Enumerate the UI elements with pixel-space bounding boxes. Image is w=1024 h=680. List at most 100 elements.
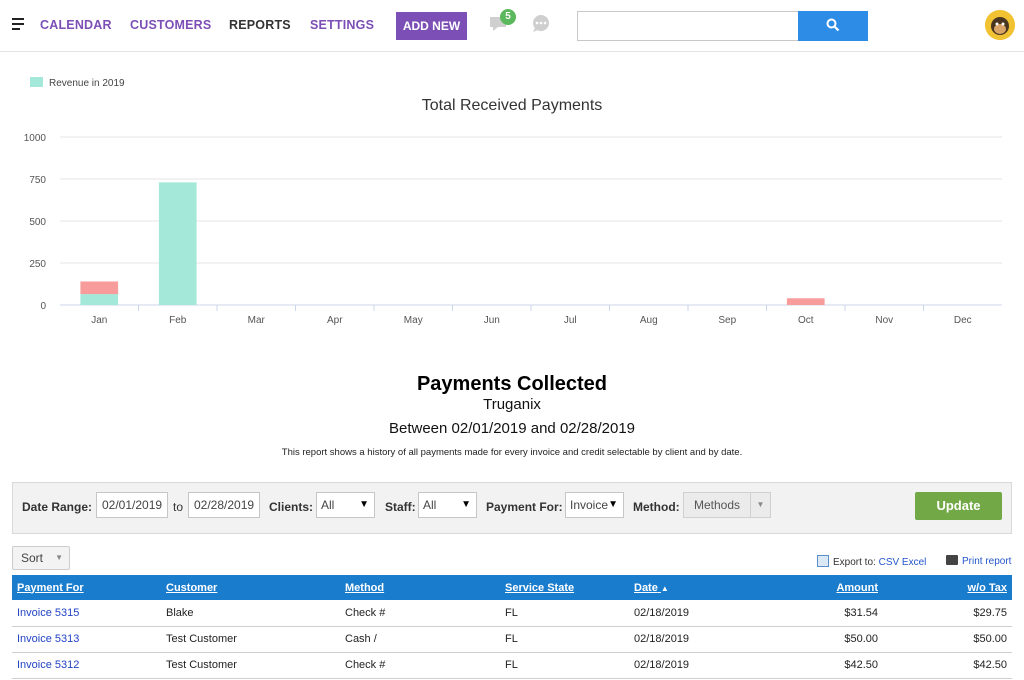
sort-label: Sort xyxy=(21,551,44,565)
payment-for-cell[interactable]: Invoice 5312 xyxy=(12,652,161,679)
monkey-avatar-icon xyxy=(985,10,1015,40)
service-state-cell: FL xyxy=(500,652,629,679)
report-date-range: Between 02/01/2019 and 02/28/2019 xyxy=(388,420,636,437)
table-row: Invoice 5315 Blake Check # FL 02/18/2019… xyxy=(12,600,1012,627)
staff-value: All xyxy=(423,498,437,512)
service-state-cell: FL xyxy=(500,600,629,627)
menu-icon[interactable] xyxy=(12,18,24,30)
x-tick-label: Nov xyxy=(875,315,893,326)
bar xyxy=(158,182,197,305)
invoice-link[interactable]: Invoice 5313 xyxy=(17,633,80,645)
method-select[interactable]: Methods ▼ xyxy=(683,492,771,518)
header-payment-for[interactable]: Payment For xyxy=(12,575,161,600)
chevron-down-icon: ▼ xyxy=(750,493,770,517)
top-navigation: CALENDAR CUSTOMERS REPORTS SETTINGS ADD … xyxy=(0,0,1024,52)
export-area: Export to: CSV Excel xyxy=(817,555,926,568)
nav-settings[interactable]: SETTINGS xyxy=(310,18,375,32)
y-tick-label: 1000 xyxy=(24,133,47,144)
excel-icon xyxy=(817,555,829,567)
sort-dropdown[interactable]: Sort ▼ xyxy=(12,546,70,570)
to-label: to xyxy=(173,500,184,514)
printer-icon xyxy=(946,555,958,565)
header-service-state[interactable]: Service State xyxy=(500,575,629,600)
header-method[interactable]: Method xyxy=(340,575,500,600)
clients-label: Clients: xyxy=(269,500,314,514)
date-to-input[interactable] xyxy=(188,492,260,518)
nav-reports[interactable]: REPORTS xyxy=(229,18,291,32)
report-description: This report shows a history of all payme… xyxy=(281,447,743,458)
search-button[interactable] xyxy=(798,11,868,41)
print-report-link[interactable]: Print report xyxy=(946,555,1011,567)
export-csv-excel-link[interactable]: CSV Excel xyxy=(878,557,927,568)
x-tick-label: Feb xyxy=(169,315,187,326)
message-dots-icon[interactable] xyxy=(531,15,551,33)
payment-for-select[interactable]: Invoice ▼ xyxy=(565,492,624,518)
x-tick-label: May xyxy=(404,315,423,326)
date-range-label: Date Range: xyxy=(22,500,93,514)
y-tick-label: 750 xyxy=(29,175,46,186)
x-tick-label: Oct xyxy=(798,315,814,326)
avatar[interactable] xyxy=(985,10,1015,40)
update-button[interactable]: Update xyxy=(915,492,1002,520)
chart-legend[interactable]: Revenue in 2019 xyxy=(30,77,125,89)
x-tick-label: Apr xyxy=(327,315,343,326)
y-tick-label: 0 xyxy=(40,301,46,312)
payment-for-label: Payment For: xyxy=(486,500,563,514)
chevron-down-icon: ▼ xyxy=(608,499,618,510)
search-icon xyxy=(826,18,840,31)
clients-select[interactable]: All ▼ xyxy=(316,492,375,518)
payments-table: Payment For Customer Method Service Stat… xyxy=(12,575,1012,679)
method-value: Methods xyxy=(694,498,741,512)
legend-swatch xyxy=(30,77,43,87)
method-cell: Cash / xyxy=(340,626,500,653)
bar xyxy=(80,281,119,295)
date-cell: 02/18/2019 xyxy=(629,626,769,653)
without-tax-cell: $29.75 xyxy=(883,600,1012,627)
header-customer[interactable]: Customer xyxy=(161,575,340,600)
print-label: Print report xyxy=(962,556,1012,567)
customer-cell: Test Customer xyxy=(161,652,340,679)
date-cell: 02/18/2019 xyxy=(629,600,769,627)
search-input[interactable] xyxy=(577,11,799,41)
date-from-input[interactable] xyxy=(96,492,168,518)
header-date-label: Date xyxy=(634,581,658,594)
nav-customers[interactable]: CUSTOMERS xyxy=(130,18,212,32)
x-tick-label: Jun xyxy=(484,315,500,326)
customer-cell: Test Customer xyxy=(161,626,340,653)
nav-calendar[interactable]: CALENDAR xyxy=(40,18,112,32)
without-tax-cell: $50.00 xyxy=(883,626,1012,653)
x-tick-label: Dec xyxy=(954,315,972,326)
bar xyxy=(80,294,119,305)
header-date[interactable]: Date ▲ xyxy=(629,575,769,600)
notification-badge: 5 xyxy=(500,9,516,25)
invoice-link[interactable]: Invoice 5312 xyxy=(17,659,80,671)
x-tick-label: Sep xyxy=(718,315,736,326)
x-tick-label: Jul xyxy=(564,315,577,326)
sort-ascending-icon: ▲ xyxy=(660,583,669,593)
staff-select[interactable]: All ▼ xyxy=(418,492,477,518)
y-tick-label: 250 xyxy=(29,259,46,270)
chart-canvas: 0 250 500 750 1000 Jan Feb Mar Apr May Jun Jul Aug Se… xyxy=(24,133,1002,326)
amount-cell: $50.00 xyxy=(769,626,883,653)
table-header-row: Payment For Customer Method Service Stat… xyxy=(12,575,1012,600)
chart-title: Total Received Payments xyxy=(421,97,603,114)
bar xyxy=(786,298,825,305)
amount-cell: $42.50 xyxy=(769,652,883,679)
invoice-link[interactable]: Invoice 5315 xyxy=(17,606,80,619)
legend-label: Revenue in 2019 xyxy=(49,78,125,89)
add-new-button[interactable]: ADD NEW xyxy=(396,12,467,40)
date-cell: 02/18/2019 xyxy=(629,652,769,679)
payment-for-cell[interactable]: Invoice 5313 xyxy=(12,626,161,653)
header-without-tax[interactable]: w/o Tax xyxy=(883,575,1012,600)
staff-label: Staff: xyxy=(385,500,416,514)
header-amount[interactable]: Amount xyxy=(769,575,883,600)
chevron-down-icon: ▼ xyxy=(461,499,471,510)
chevron-down-icon: ▼ xyxy=(55,553,63,562)
payment-for-cell[interactable]: Invoice 5315 xyxy=(12,600,161,627)
payment-for-value: Invoice xyxy=(570,498,609,512)
chevron-down-icon: ▼ xyxy=(359,499,369,510)
filter-bar: Date Range: to Clients: All ▼ Staff: All ▼… xyxy=(12,482,1012,534)
y-tick-label: 500 xyxy=(29,217,46,228)
report-company: Truganix xyxy=(483,396,541,413)
customer-cell: Blake xyxy=(161,600,340,627)
